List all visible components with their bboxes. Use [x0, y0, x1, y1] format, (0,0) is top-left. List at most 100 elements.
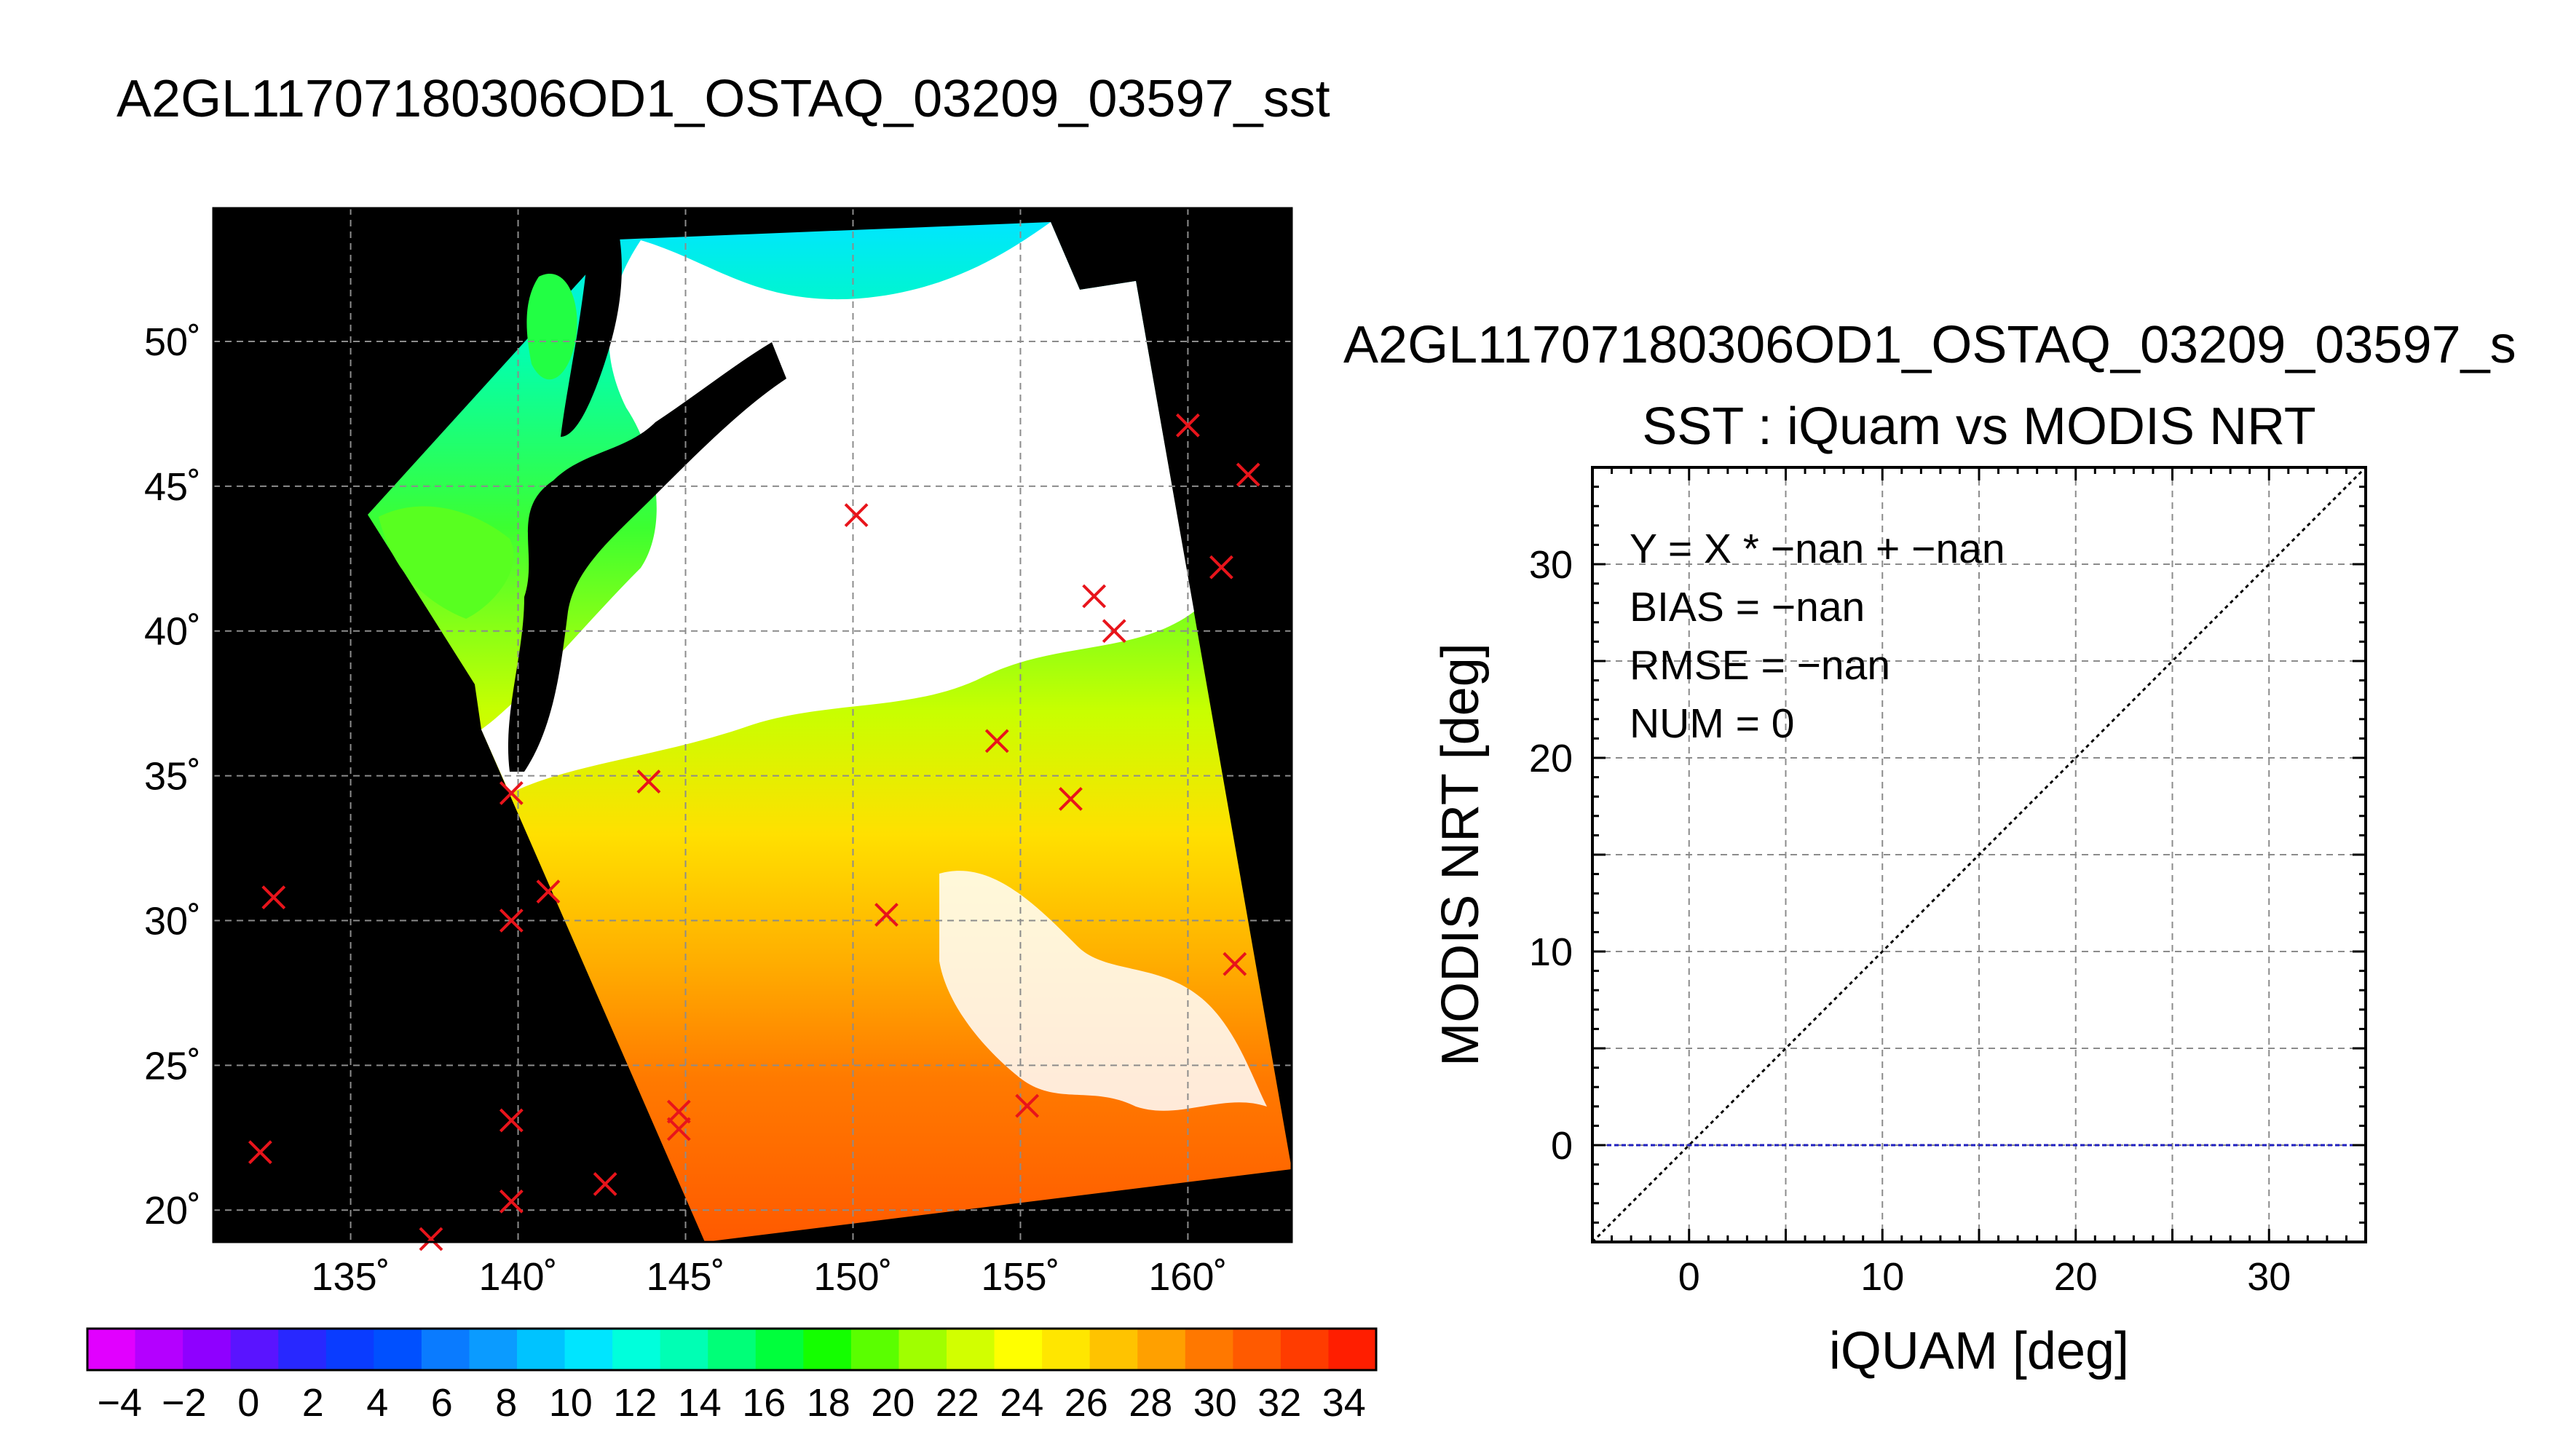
- colorbar-tick-label: 14: [678, 1381, 722, 1425]
- colorbar-swatch: [1042, 1329, 1091, 1370]
- match-marker: [536, 879, 561, 904]
- match-marker: [1015, 1093, 1040, 1118]
- colorbar-swatch: [994, 1329, 1043, 1370]
- match-marker: [1102, 619, 1126, 644]
- map-y-tick-label: 25˚: [144, 1044, 201, 1088]
- colorbar-tick-label: 10: [549, 1381, 593, 1425]
- colorbar-swatch: [1280, 1329, 1330, 1370]
- map-y-tick-label: 40˚: [144, 610, 201, 654]
- stats-annotation: BIAS = −nan: [1630, 584, 1865, 630]
- colorbar-swatch: [469, 1329, 518, 1370]
- match-marker: [499, 909, 524, 933]
- colorbar-swatch: [517, 1329, 566, 1370]
- colorbar-swatch: [947, 1329, 995, 1370]
- match-marker: [261, 885, 286, 910]
- scatter-y-tick-label: 20: [1529, 737, 1573, 780]
- map-x-tick-label: 160˚: [1148, 1255, 1227, 1299]
- match-marker: [1223, 951, 1247, 976]
- match-marker: [1082, 584, 1107, 609]
- colorbar-swatch: [230, 1329, 279, 1370]
- map-y-ticks: 20˚ 25˚ 30˚ 35˚ 40˚ 45˚ 50˚: [144, 320, 201, 1233]
- match-marker: [1059, 787, 1083, 811]
- colorbar-swatch: [135, 1329, 183, 1370]
- scatter-subtitle: SST : iQuam vs MODIS NRT: [1642, 397, 2316, 456]
- match-marker: [666, 1099, 691, 1124]
- colorbar-swatch: [1137, 1329, 1186, 1370]
- map-y-tick-label: 50˚: [144, 320, 201, 364]
- map-x-tick-label: 155˚: [981, 1255, 1059, 1299]
- coastal-patch: [526, 274, 577, 380]
- match-marker: [1209, 555, 1233, 579]
- figure-title: A2GL11707180306OD1_OSTAQ_03209_03597_sst: [117, 70, 1330, 128]
- scatter-x-tick-label: 0: [1678, 1255, 1700, 1299]
- stats-annotation: NUM = 0: [1630, 700, 1794, 747]
- identity-line: [1592, 467, 2366, 1242]
- colorbar-swatch: [850, 1329, 900, 1370]
- match-marker: [499, 1108, 524, 1133]
- land-mass: [508, 342, 786, 772]
- colorbar-tick-label: 2: [302, 1381, 324, 1425]
- colorbar-swatch: [87, 1329, 136, 1370]
- y-axis-label: MODIS NRT [deg]: [1431, 643, 1490, 1067]
- colorbar-tick-label: 12: [613, 1381, 657, 1425]
- colorbar-tick-label: −2: [162, 1381, 207, 1425]
- colorbar-tick-label: 22: [936, 1381, 979, 1425]
- match-marker: [1176, 413, 1200, 438]
- colorbar-swatch: [374, 1329, 422, 1370]
- colorbar-swatch: [278, 1329, 327, 1370]
- scatter-x-tick-label: 30: [2247, 1255, 2291, 1299]
- map-panel: 135˚ 140˚ 145˚ 150˚ 155˚ 160˚ 20˚ 25˚ 30˚ 35˚ 40˚…: [144, 207, 1293, 1299]
- colorbar: −4 −2 0 2 4 6 8 10 12 14 16 18 20 22 24 26 28 30 32 34: [86, 1327, 1378, 1425]
- match-marker: [874, 903, 899, 927]
- match-marker: [984, 729, 1009, 753]
- match-marker: [593, 1172, 617, 1196]
- map-x-ticks: 135˚ 140˚ 145˚ 150˚ 155˚ 160˚: [312, 1255, 1228, 1299]
- colorbar-tick-label: 28: [1129, 1381, 1172, 1425]
- map-grid: [213, 208, 1292, 1242]
- coastal-patch: [379, 506, 514, 619]
- map-frame: [212, 207, 1293, 1243]
- colorbar-tick-label: 24: [1000, 1381, 1043, 1425]
- colorbar-swatch: [183, 1329, 232, 1370]
- match-marker: [248, 1140, 272, 1165]
- map-x-tick-label: 145˚: [646, 1255, 724, 1299]
- colorbar-tick-label: 26: [1065, 1381, 1108, 1425]
- match-marker: [636, 769, 661, 794]
- colorbar-swatch: [1185, 1329, 1233, 1370]
- match-marker: [499, 781, 524, 805]
- scatter-x-tick-label: 20: [2054, 1255, 2098, 1299]
- match-marker: [419, 1227, 443, 1251]
- colorbar-tick-label: 16: [742, 1381, 786, 1425]
- colorbar-swatch: [708, 1329, 757, 1370]
- scatter-y-tick-label: 0: [1551, 1124, 1573, 1168]
- map-y-tick-label: 30˚: [144, 899, 201, 943]
- colorbar-swatch: [612, 1329, 661, 1370]
- map-x-tick-label: 150˚: [813, 1255, 892, 1299]
- scatter-x-tick-label: 10: [1860, 1255, 1904, 1299]
- colorbar-tick-label: 6: [431, 1381, 453, 1425]
- stats-annotations: Y = X * −nan + −nan BIAS = −nan RMSE = −na…: [1630, 526, 2005, 747]
- colorbar-tick-label: 20: [871, 1381, 915, 1425]
- colorbar-swatch: [803, 1329, 852, 1370]
- scatter-y-tick-label: 10: [1529, 930, 1573, 974]
- cloud-mask: [481, 222, 1194, 794]
- colorbar-swatch: [564, 1329, 613, 1370]
- map-y-tick-label: 45˚: [144, 465, 201, 509]
- colorbar-swatch: [325, 1329, 374, 1370]
- match-marker: [499, 1189, 524, 1214]
- colorbar-tick-label: 32: [1257, 1381, 1301, 1425]
- map-x-tick-label: 135˚: [312, 1255, 390, 1299]
- match-marker: [666, 1117, 691, 1142]
- match-markers: [248, 413, 1260, 1251]
- colorbar-tick-label: 4: [366, 1381, 388, 1425]
- map-y-tick-label: 35˚: [144, 755, 201, 799]
- colorbar-tick-label: −4: [97, 1381, 142, 1425]
- colorbar-tick-label: 34: [1322, 1381, 1366, 1425]
- scatter-y-tick-label: 30: [1529, 543, 1573, 587]
- scatter-title: A2GL11707180306OD1_OSTAQ_03209_03597_s: [1343, 316, 2516, 374]
- x-axis-label: iQUAM [deg]: [1829, 1322, 2129, 1380]
- colorbar-tick-label: 8: [495, 1381, 517, 1425]
- map-y-tick-label: 20˚: [144, 1189, 201, 1233]
- sakhalin-land: [561, 233, 622, 437]
